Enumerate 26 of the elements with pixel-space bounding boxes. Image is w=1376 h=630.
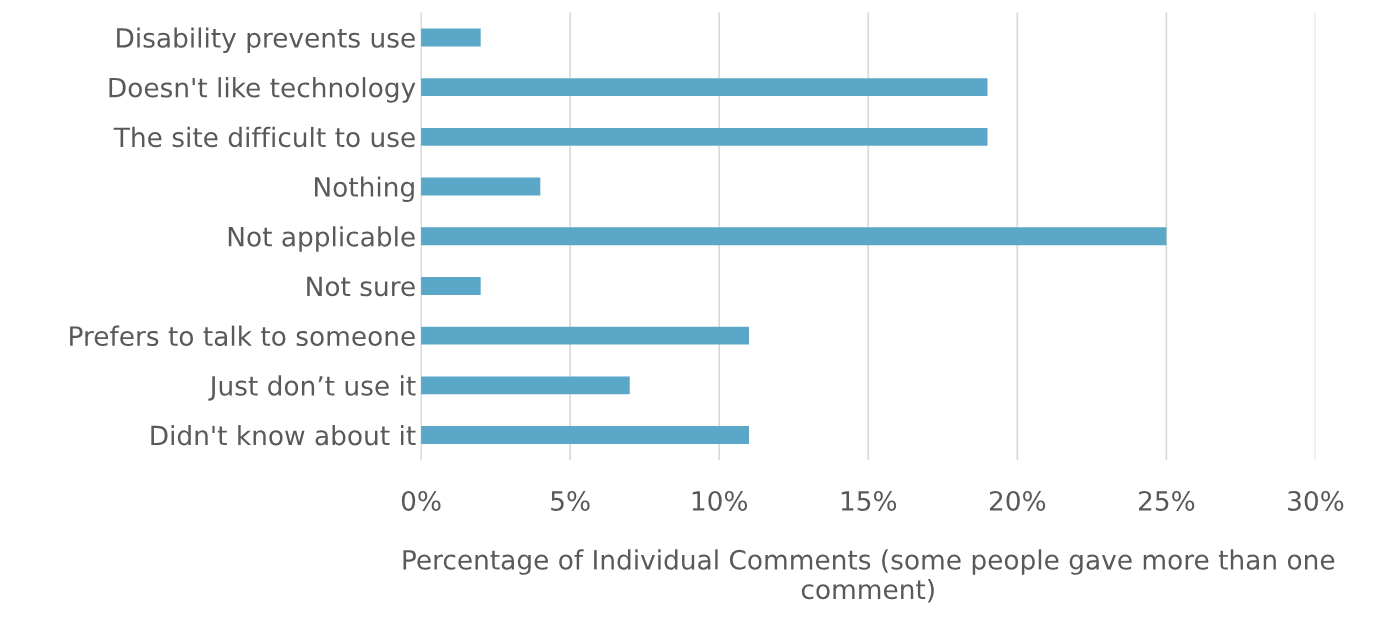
x-tick-label: 25% [1139, 490, 1195, 511]
bar [421, 277, 481, 295]
bar [421, 127, 988, 146]
x-tick-label: 10% [692, 490, 748, 511]
x-tick-label: 0% [401, 490, 441, 511]
x-axis-title: Percentage of Individual Comments (some people gave more than one comment) [403, 549, 1335, 603]
bar [421, 326, 749, 345]
bar [421, 426, 749, 444]
y-tick-label: Just don’t use it [208, 375, 416, 401]
x-tick-label: 30% [1288, 490, 1344, 511]
y-tick-label: Not applicable [228, 226, 415, 252]
bar [421, 376, 630, 395]
bar [421, 177, 541, 196]
x-tick-label: 5% [551, 490, 590, 511]
x-tick-label: 15% [841, 490, 897, 511]
bar [421, 227, 1167, 246]
x-tick-label: 20% [989, 490, 1046, 511]
y-tick-label: Doesn't like technology [109, 77, 416, 103]
y-tick-label: The site difficult to use [113, 126, 415, 148]
y-tick-label: Didn't know about it [151, 425, 416, 446]
y-tick-label: Prefers to talk to someone [70, 325, 415, 347]
y-tick-label: Disability prevents use [117, 27, 415, 53]
bar [421, 78, 988, 97]
bar [421, 28, 481, 47]
y-tick-label: Not sure [307, 276, 415, 297]
y-tick-label: Nothing [315, 176, 414, 203]
